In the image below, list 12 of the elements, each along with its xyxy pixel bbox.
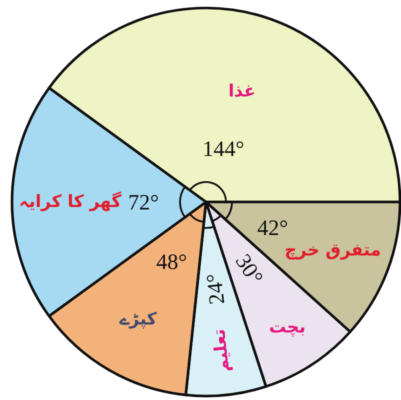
slice-label: تعلیم <box>209 328 234 374</box>
slice-label: گھر کا کرایہ <box>18 191 122 212</box>
data-label: 144° <box>202 136 244 162</box>
slice-label: غذا <box>228 81 256 102</box>
data-label: 48° <box>156 249 188 274</box>
data-label: 30° <box>230 249 268 289</box>
slice-label: بچت <box>269 317 306 338</box>
data-label: 72° <box>128 190 159 214</box>
data-label: 42° <box>257 215 288 240</box>
data-label: 24° <box>201 272 230 306</box>
slice-label: متفرق خرچ <box>284 240 382 261</box>
slice-label: کپڑے <box>118 310 157 330</box>
